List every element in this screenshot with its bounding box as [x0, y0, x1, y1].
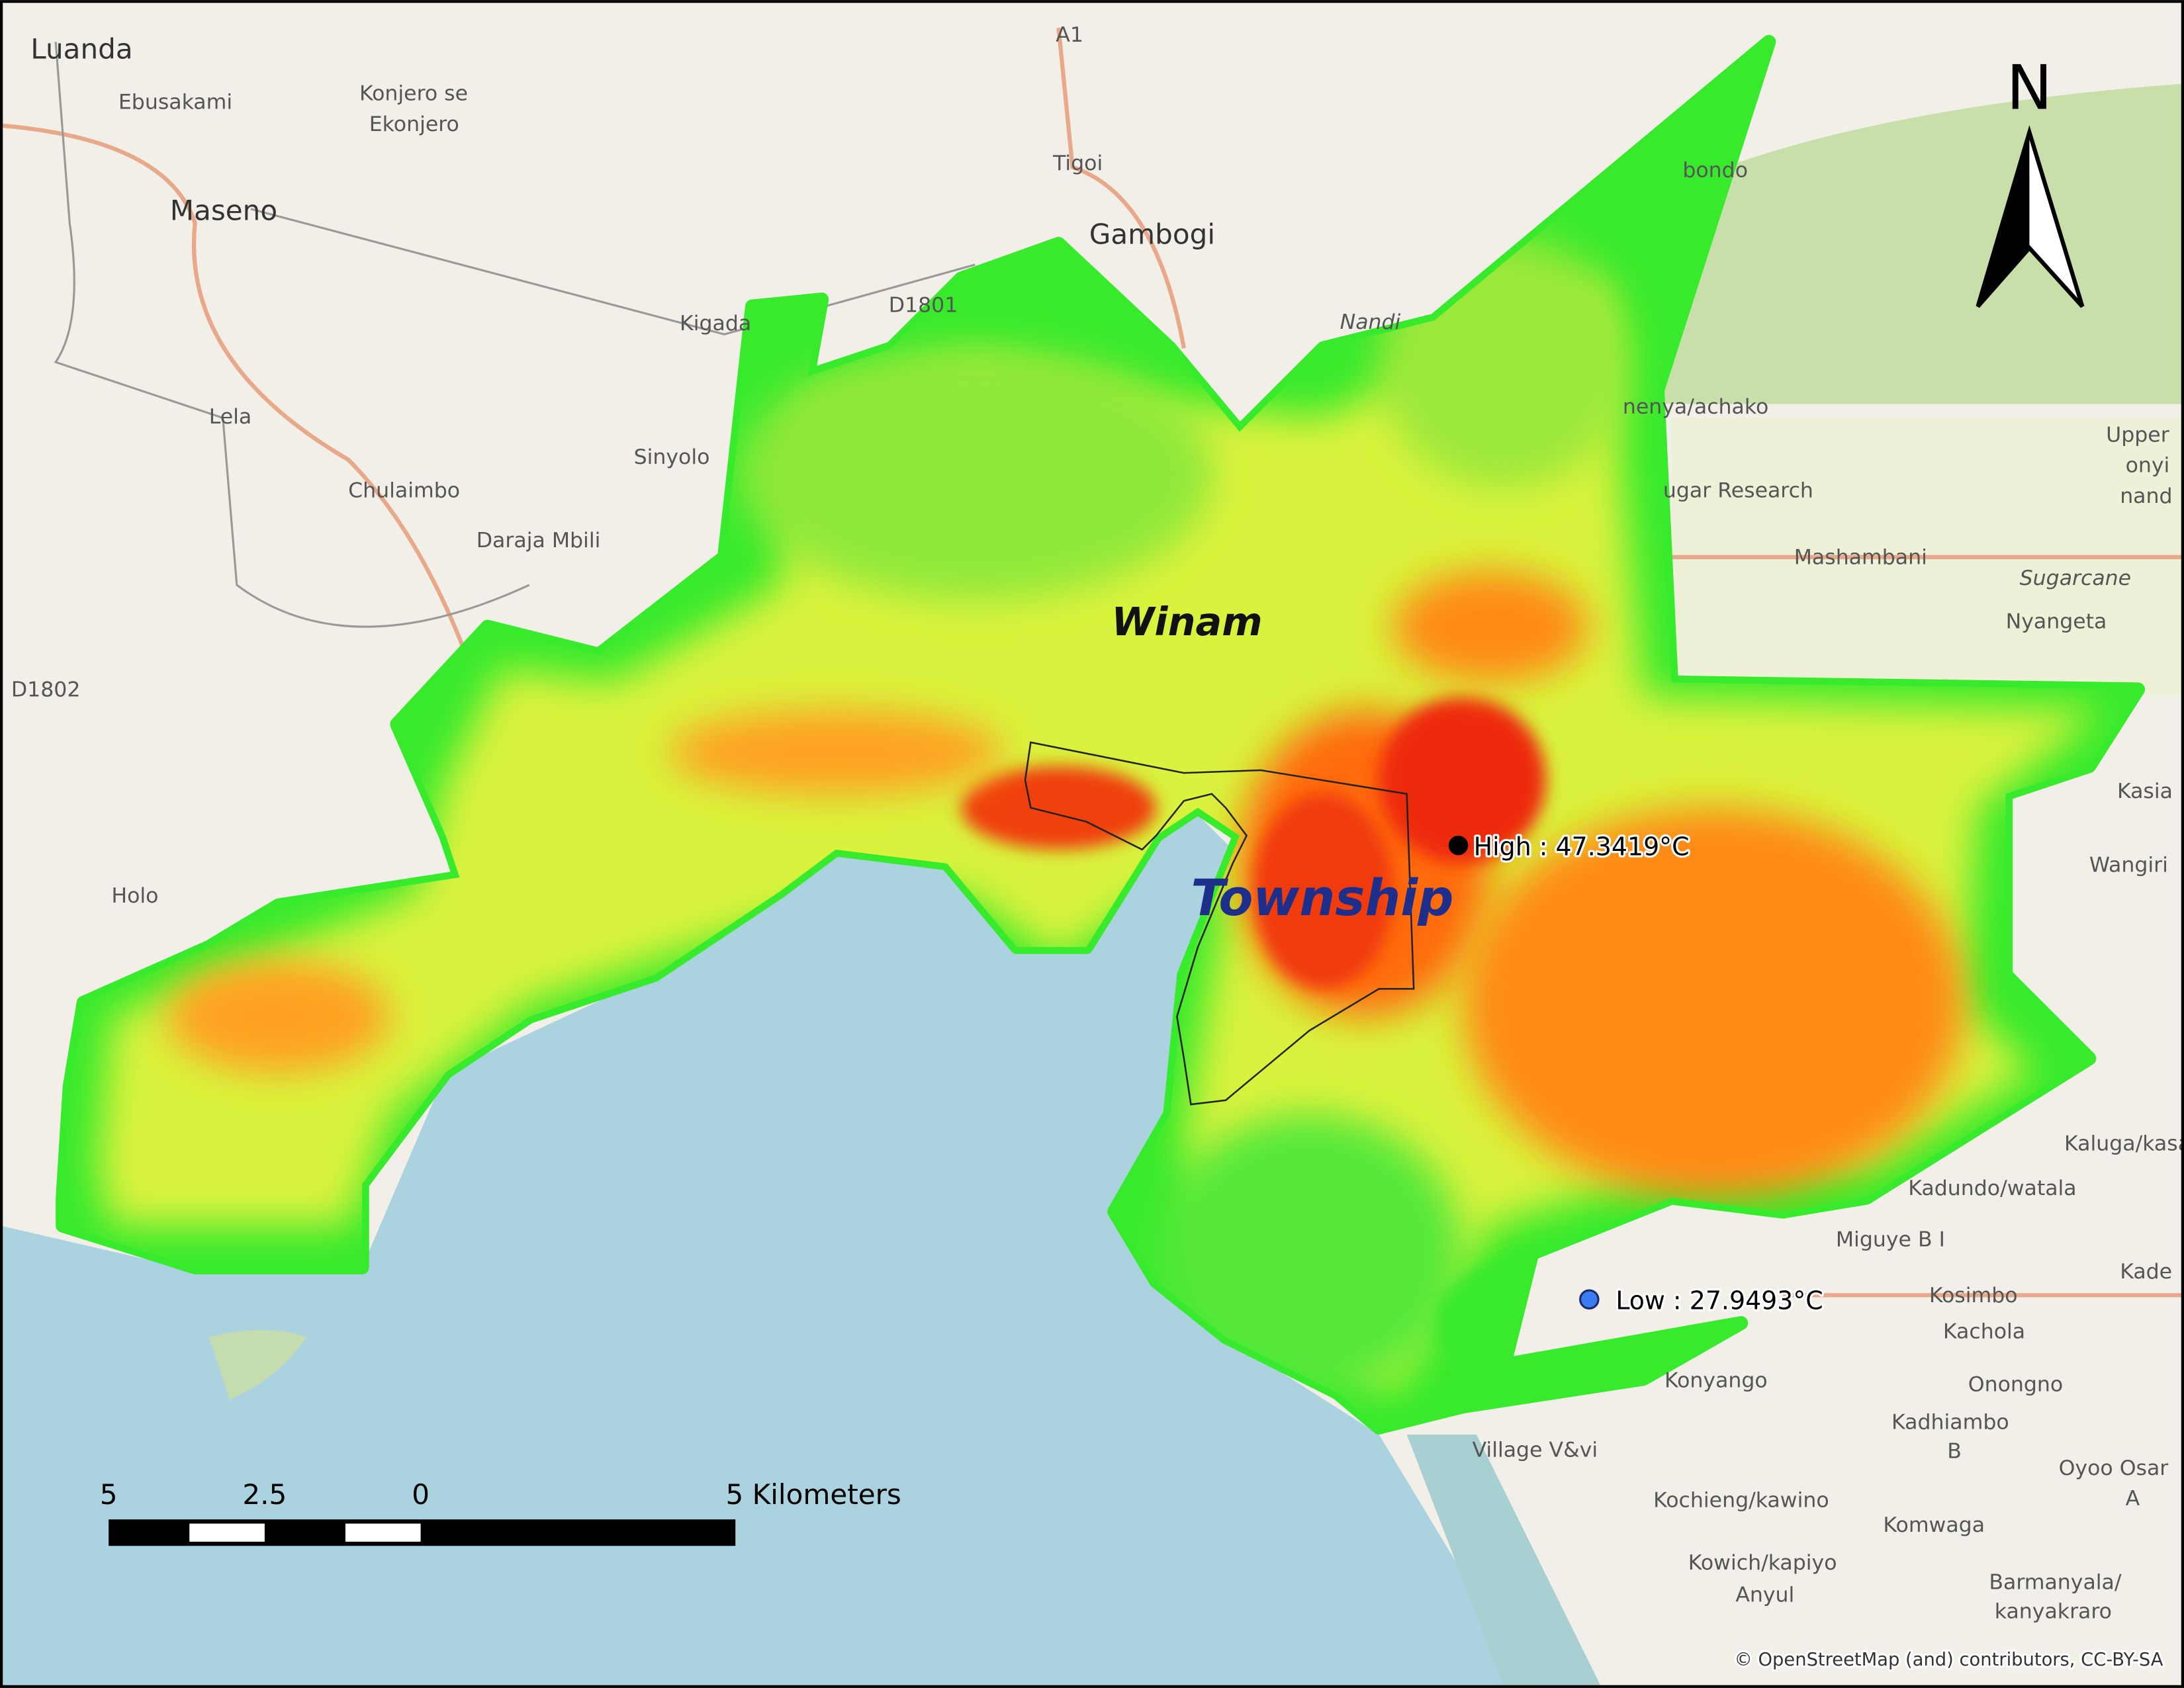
- scale-bar-segment: [189, 1523, 265, 1542]
- place-label: Kosimbo: [1929, 1284, 2018, 1308]
- place-label: Barmanyala/: [1989, 1570, 2122, 1594]
- place-label: D1801: [889, 294, 958, 318]
- boundaries: [54, 42, 976, 628]
- place-label: Miguye B I: [1836, 1228, 1945, 1252]
- place-label: A: [2126, 1487, 2140, 1511]
- forest: [1629, 83, 2184, 404]
- scale-label: 2.5: [242, 1478, 287, 1511]
- place-label: Oyoo Osar: [2059, 1456, 2169, 1480]
- place-label: B: [1947, 1440, 1962, 1464]
- place-label: Konyango: [1664, 1368, 1768, 1392]
- lake: [0, 815, 1533, 1688]
- attribution: © OpenStreetMap (and) contributors, CC-B…: [1735, 1650, 2163, 1670]
- place-label: Kaluga/kasa: [2064, 1132, 2184, 1156]
- scale-label: 0: [412, 1478, 430, 1511]
- island: [208, 1330, 307, 1400]
- place-label: Ekonjero: [369, 112, 459, 136]
- heat-map: [63, 42, 2138, 1427]
- place-label: bondo: [1682, 158, 1748, 182]
- place-label: D1802: [11, 678, 81, 701]
- place-label: Wangiri: [2089, 854, 2168, 877]
- area-label: Township: [1191, 869, 1453, 927]
- place-label: ugar Research: [1663, 478, 1813, 502]
- wetland: [1406, 1434, 1602, 1688]
- area-label: Winam: [1111, 599, 1262, 644]
- place-label: Village V&vi: [1473, 1439, 1598, 1462]
- place-label: Daraja Mbili: [477, 529, 601, 553]
- place-label: Nyangeta: [2006, 609, 2107, 633]
- place-label: Kadundo/watala: [1908, 1177, 2076, 1200]
- place-label: Konjero se: [359, 82, 468, 106]
- place-label: Kasia: [2117, 779, 2173, 803]
- place-label: Kade: [2120, 1260, 2172, 1284]
- place-label: Nandi: [1340, 310, 1401, 334]
- place-label: Ebusakami: [118, 90, 232, 114]
- place-label: Kachola: [1943, 1320, 2025, 1344]
- arrow-half: [1978, 132, 2030, 307]
- township-boundary: [1024, 741, 1415, 1106]
- place-label: onyi: [2126, 454, 2170, 478]
- scale-bar-segment: [345, 1523, 421, 1542]
- high-point: [1448, 835, 1469, 856]
- place-label: nand: [2120, 484, 2172, 508]
- place-label: Holo: [111, 884, 158, 908]
- place-label: Sinyolo: [634, 445, 710, 469]
- scale-bar: 5 2.5 0 5 Kilometers: [100, 1478, 901, 1546]
- place-label: Kochieng/kawino: [1653, 1488, 1829, 1512]
- place-label: Mashambani: [1794, 545, 1927, 569]
- north-arrow: N: [1976, 52, 2085, 308]
- place-label: Onongno: [1968, 1373, 2063, 1397]
- place-label: Maseno: [170, 195, 277, 227]
- high-label: High : 47.3419°C: [1474, 832, 1690, 861]
- place-label: Upper: [2106, 423, 2169, 447]
- place-label: Kowich/kapiyo: [1688, 1551, 1837, 1575]
- scale-label: 5: [100, 1478, 118, 1511]
- place-label: A1: [1056, 23, 1083, 47]
- place-label: Sugarcane: [2020, 566, 2131, 590]
- place-label: Komwaga: [1883, 1513, 1985, 1537]
- place-label: Anyul: [1735, 1583, 1794, 1607]
- low-label: Low : 27.9493°C: [1615, 1286, 1823, 1315]
- north-label: N: [2007, 52, 2052, 123]
- place-label: Tigoi: [1052, 152, 1103, 175]
- scale-label: 5 Kilometers: [725, 1478, 901, 1511]
- place-label: nenya/achako: [1623, 395, 1768, 419]
- low-point: [1579, 1289, 1600, 1310]
- place-label: Gambogi: [1089, 218, 1215, 250]
- place-label: Lela: [209, 405, 252, 429]
- place-label: Kigada: [680, 312, 751, 335]
- place-labels: Luanda Ebusakami Konjero se Ekonjero Mas…: [11, 23, 2184, 1623]
- place-label: Chulaimbo: [348, 478, 460, 502]
- place-label: kanyakraro: [1995, 1600, 2112, 1624]
- place-label: Luanda: [30, 33, 132, 66]
- place-label: Kadhiambo: [1891, 1410, 2009, 1434]
